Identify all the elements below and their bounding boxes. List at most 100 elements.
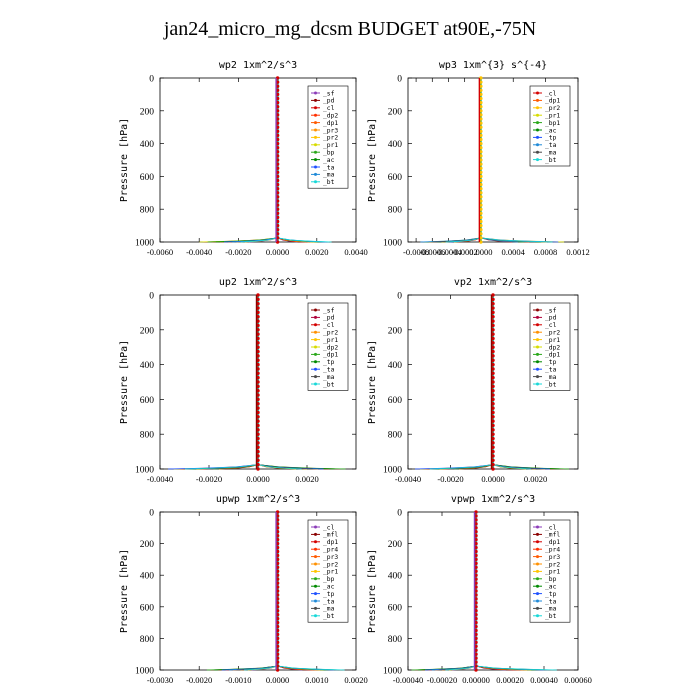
x-tick-label: 0.0000 [266,247,289,257]
legend-entry: _ac [545,127,557,134]
legend-swatch-marker [536,562,539,566]
legend-entry: _sf [323,307,335,314]
legend-swatch-marker [536,128,539,132]
legend-entry: _cl [323,105,335,112]
y-tick-label: 1000 [383,239,402,249]
legend-entry: _pr2 [323,330,338,337]
x-tick-label: -0.00020 [427,675,457,685]
x-tick-label: -0.0040 [186,247,212,257]
legend-swatch-marker [536,525,539,529]
y-axis-label: Pressure [hPa] [367,549,378,633]
legend-entry: _dp2 [323,113,338,120]
legend-swatch-marker [314,91,317,95]
legend-entry: _pr1 [323,142,338,149]
x-tick-label: -0.0020 [186,675,212,685]
legend-entry: _bp [323,576,335,583]
legend-entry: _dp1 [323,352,338,359]
legend-entry: _pd [323,98,335,105]
x-tick-label: -0.0006 [419,247,445,257]
y-axis-label: Pressure [hPa] [367,118,378,202]
x-tick-label: 0.0000 [481,474,504,484]
legend-swatch-marker [536,532,539,536]
legend-swatch-marker [536,91,539,95]
legend-entry: _ac [323,157,335,164]
legend-swatch-marker [314,614,317,618]
legend-entry: _dp1 [545,539,560,546]
y-axis-label: Pressure [hPa] [367,340,378,424]
y-tick-label: 200 [388,326,403,336]
legend-entry: _pr1 [323,337,338,344]
legend-swatch-marker [314,367,317,371]
y-tick-label: 0 [397,509,402,519]
x-tick-label: 0.00020 [496,675,524,685]
legend-swatch-marker [536,315,539,319]
legend-entry: _pr2 [545,561,560,568]
legend-swatch-marker [536,540,539,544]
panel-title: wp3 1xm^{3} s^{-4} [439,60,547,71]
chart-panel-3: up2 1xm^2/s^3 0 200 400 600 800 1000 Pressure [… [119,277,357,484]
legend-swatch-marker [314,577,317,581]
legend-swatch-marker [314,599,317,603]
legend-swatch-marker [314,106,317,110]
legend-swatch-marker [536,382,539,386]
legend-swatch-marker [314,323,317,327]
y-tick-label: 800 [140,431,155,441]
legend-swatch-marker [314,345,317,349]
legend-entry: _pr2 [323,135,338,142]
x-tick-label: -0.0002 [452,247,478,257]
legend-swatch-marker [314,113,317,117]
legend-entry: _tp [545,591,557,598]
legend-entry: _cl [323,524,335,531]
legend-swatch-marker [314,121,317,125]
legend-swatch-marker [314,382,317,386]
legend-entry: _pr2 [323,561,338,568]
y-axis-label: Pressure [hPa] [119,340,130,424]
legend-swatch-marker [536,345,539,349]
x-tick-label: 0.0020 [344,675,367,685]
plot-frame [159,77,357,243]
legend-swatch-marker [314,375,317,379]
legend-swatch-marker [314,606,317,610]
x-tick-label: -0.0020 [196,474,222,484]
legend-swatch-marker [314,308,317,312]
legend-swatch-marker [314,165,317,169]
y-tick-label: 800 [388,206,403,216]
legend-swatch-marker [314,338,317,342]
legend-entry: _dp2 [545,344,560,351]
legend-swatch-marker [314,562,317,566]
x-tick-label: 0.0004 [502,247,526,257]
legend-swatch-marker [536,577,539,581]
legend-entry: _ma [545,150,557,157]
legend-entry: _mfl [323,532,338,539]
legend-swatch-marker [314,128,317,132]
y-tick-label: 600 [388,396,403,406]
x-tick-label: -0.0020 [437,474,463,484]
legend-swatch-marker [314,135,317,139]
panel-title: vpwp 1xm^2/s^3 [451,494,535,505]
x-tick-label: 0.0020 [305,247,328,257]
y-tick-label: 1000 [135,667,154,677]
legend-entry: _pr2 [545,105,560,112]
legend-swatch-marker [536,338,539,342]
legend-swatch-marker [314,532,317,536]
x-tick-label: 0.00040 [530,675,558,685]
legend-entry: _tp [323,591,335,598]
legend-swatch-marker [314,98,317,102]
panel-title: vp2 1xm^2/s^3 [454,277,532,288]
y-tick-label: 600 [388,603,403,613]
legend-entry: _pr3 [323,554,338,561]
legend-entry: _cl [545,524,557,531]
legend-entry: _pd [323,315,335,322]
y-tick-label: 800 [388,431,403,441]
y-tick-label: 200 [388,107,403,117]
legend-swatch-marker [536,143,539,147]
panel-title: upwp 1xm^2/s^3 [216,494,300,505]
legend-entry: _dp2 [323,344,338,351]
legend-entry: _cl [545,322,557,329]
y-tick-label: 0 [149,75,154,85]
panel-title: wp2 1xm^2/s^3 [219,60,297,71]
legend-entry: _ac [545,584,557,591]
legend-entry: _bp [323,150,335,157]
legend-swatch-marker [314,172,317,176]
y-tick-label: 600 [388,173,403,183]
